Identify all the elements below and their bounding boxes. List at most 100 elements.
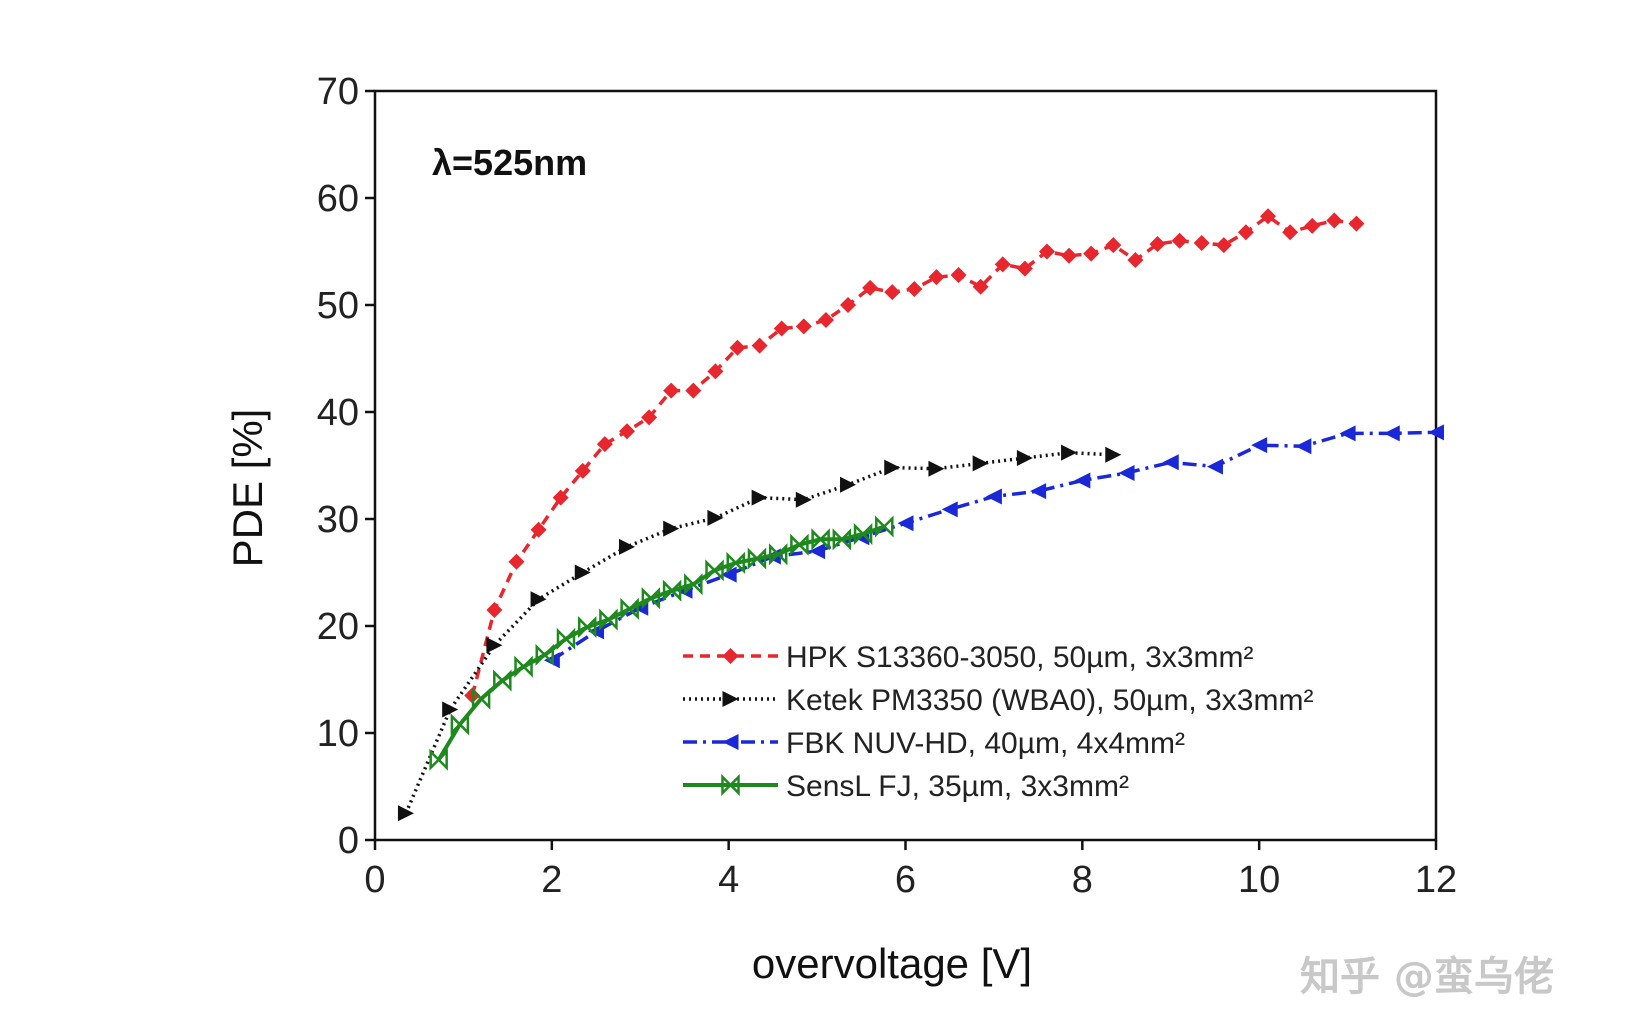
legend-marker xyxy=(722,734,739,750)
data-point xyxy=(795,318,812,335)
y-tick-label: 60 xyxy=(317,178,359,220)
data-point xyxy=(450,713,470,736)
data-point xyxy=(950,267,967,284)
data-point xyxy=(707,363,724,380)
data-point xyxy=(599,608,618,631)
data-point xyxy=(1251,437,1268,454)
x-tick-label: 12 xyxy=(1415,859,1457,901)
data-point xyxy=(662,579,682,602)
data-point xyxy=(618,538,635,555)
data-point xyxy=(486,601,503,618)
y-tick-label: 30 xyxy=(317,499,359,541)
data-point xyxy=(1237,224,1254,241)
data-point xyxy=(832,528,852,551)
data-point xyxy=(729,339,746,356)
data-point xyxy=(596,436,613,453)
legend-marker xyxy=(722,691,739,707)
legend-label: FBK NUV-HD, 40µm, 4x4mm² xyxy=(786,727,1185,760)
data-point xyxy=(994,256,1011,273)
data-point xyxy=(705,559,724,582)
x-tick-label: 4 xyxy=(718,859,739,901)
y-tick-label: 50 xyxy=(317,285,359,327)
data-point xyxy=(577,616,597,639)
series-line xyxy=(550,430,1437,662)
legend-marker xyxy=(722,648,739,664)
series-0 xyxy=(464,208,1365,704)
x-tick-label: 0 xyxy=(364,859,385,901)
data-point xyxy=(1260,208,1277,225)
data-point xyxy=(840,476,857,493)
data-point xyxy=(795,491,812,508)
data-point xyxy=(768,543,788,566)
data-point xyxy=(972,455,989,472)
series-line xyxy=(436,524,885,761)
legend-label: Ketek PM3350 (WBA0), 50µm, 3x3mm² xyxy=(786,684,1313,717)
data-point xyxy=(790,533,809,556)
data-point xyxy=(574,462,591,479)
data-point xyxy=(726,551,745,574)
data-point xyxy=(641,587,661,610)
data-point xyxy=(1348,215,1365,232)
data-point xyxy=(884,459,901,476)
legend-label: HPK S13360-3050, 50µm, 3x3mm² xyxy=(786,641,1254,674)
data-point xyxy=(514,655,533,678)
data-point xyxy=(985,488,1002,505)
data-point xyxy=(928,460,945,477)
data-point xyxy=(811,528,830,551)
series-3 xyxy=(429,515,894,771)
data-point xyxy=(508,553,525,570)
data-point xyxy=(906,280,923,297)
x-tick-label: 10 xyxy=(1238,859,1280,901)
data-point xyxy=(1083,245,1100,262)
data-point xyxy=(1105,237,1122,254)
data-point xyxy=(1030,483,1047,500)
data-point xyxy=(1118,464,1135,481)
legend-marker xyxy=(721,773,740,797)
data-point xyxy=(972,278,989,295)
data-point xyxy=(751,489,768,506)
data-point xyxy=(1304,217,1321,234)
x-tick-label: 2 xyxy=(541,859,562,901)
data-point xyxy=(1282,224,1299,241)
data-point xyxy=(397,805,414,822)
data-point xyxy=(530,591,547,608)
data-point xyxy=(1127,252,1144,269)
data-point xyxy=(1016,260,1033,277)
data-point xyxy=(928,269,945,286)
legend-label: SensL FJ, 35µm, 3x3mm² xyxy=(786,770,1129,803)
data-point xyxy=(1061,247,1078,264)
y-tick-label: 20 xyxy=(317,606,359,648)
series-1 xyxy=(397,444,1122,822)
data-point xyxy=(1295,438,1312,455)
data-point xyxy=(773,320,790,337)
y-tick-label: 40 xyxy=(317,392,359,434)
y-tick-label: 0 xyxy=(338,820,359,862)
data-point xyxy=(1215,237,1232,254)
data-point xyxy=(556,627,576,650)
data-point xyxy=(574,564,591,581)
y-tick-label: 10 xyxy=(317,713,359,755)
data-point xyxy=(1326,212,1343,229)
annotation-wavelength: λ=525nm xyxy=(432,142,587,183)
data-point xyxy=(1149,236,1166,253)
data-point xyxy=(747,547,767,570)
watermark-text: 知乎 @蛮乌佬 xyxy=(1300,954,1554,1000)
x-tick-label: 6 xyxy=(895,859,916,901)
data-point xyxy=(663,382,680,399)
data-point xyxy=(618,423,635,440)
y-axis-title: PDE [%] xyxy=(224,409,271,568)
data-point xyxy=(429,748,448,771)
data-point xyxy=(809,543,826,560)
data-point xyxy=(1428,424,1444,441)
data-point xyxy=(685,382,702,399)
data-point xyxy=(471,687,491,710)
data-point xyxy=(884,284,901,301)
data-point xyxy=(1383,425,1400,442)
data-point xyxy=(1061,444,1078,461)
data-point xyxy=(1105,446,1122,463)
data-point xyxy=(493,669,512,692)
data-point xyxy=(1162,454,1179,471)
data-point xyxy=(641,409,658,426)
data-point xyxy=(875,515,894,538)
